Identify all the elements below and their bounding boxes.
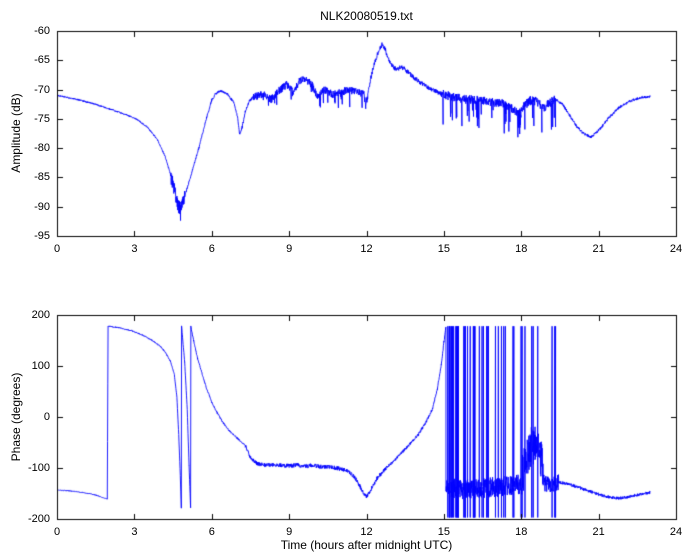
y-tick-label: -60 bbox=[34, 25, 50, 37]
y-tick-label: 200 bbox=[31, 309, 50, 321]
x-tick-label: 3 bbox=[131, 526, 138, 538]
x-tick-label: 0 bbox=[53, 526, 61, 538]
x-tick-label: 24 bbox=[669, 526, 683, 538]
y-tick-label: -200 bbox=[27, 513, 50, 525]
y-tick-label: -75 bbox=[34, 112, 50, 125]
y-tick-label: -90 bbox=[34, 200, 50, 213]
x-tick-label: 6 bbox=[208, 526, 215, 538]
x-tick-label: 24 bbox=[669, 243, 683, 255]
x-tick-label: 9 bbox=[286, 243, 293, 255]
x-tick-label: 21 bbox=[592, 243, 605, 255]
x-tick-label: 21 bbox=[592, 526, 605, 538]
y-tick-label: -100 bbox=[27, 462, 50, 474]
y-tick-label: -80 bbox=[34, 142, 50, 155]
time-axis-label: Time (hours after midnight UTC) bbox=[280, 538, 453, 552]
y-tick-label: -65 bbox=[34, 54, 50, 67]
amplitude-axis-label: Amplitude (dB) bbox=[9, 93, 23, 173]
y-tick-label: -85 bbox=[34, 171, 50, 184]
chart-title: NLK20080519.txt bbox=[320, 9, 413, 23]
y-tick-label: -70 bbox=[34, 83, 50, 96]
x-tick-label: 6 bbox=[208, 243, 215, 255]
x-tick-label: 9 bbox=[286, 526, 293, 538]
y-tick-label: 0 bbox=[43, 411, 50, 423]
phase-axis-label: Phase (degrees) bbox=[9, 372, 23, 462]
y-tick-label: 100 bbox=[31, 360, 50, 372]
x-tick-label: 18 bbox=[515, 243, 528, 255]
x-tick-label: 12 bbox=[360, 243, 373, 255]
x-tick-label: 15 bbox=[437, 243, 450, 255]
x-tick-label: 3 bbox=[131, 243, 138, 255]
x-tick-label: 18 bbox=[515, 526, 528, 538]
x-tick-label: 12 bbox=[360, 526, 373, 538]
x-tick-label: 15 bbox=[437, 526, 450, 538]
x-tick-label: 0 bbox=[53, 243, 61, 255]
y-tick-label: -95 bbox=[34, 230, 50, 242]
